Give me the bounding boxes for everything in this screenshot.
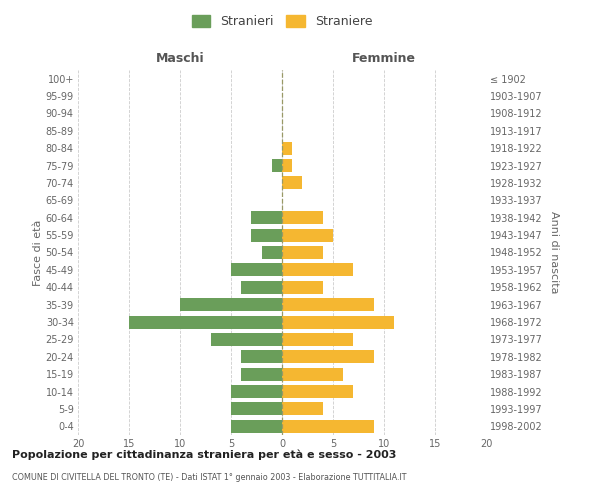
Text: COMUNE DI CIVITELLA DEL TRONTO (TE) - Dati ISTAT 1° gennaio 2003 - Elaborazione : COMUNE DI CIVITELLA DEL TRONTO (TE) - Da… (12, 472, 407, 482)
Bar (282, 176, 302, 190)
Bar (241, 280, 282, 294)
Bar (231, 420, 282, 433)
Bar (282, 350, 374, 364)
Bar (282, 420, 374, 433)
Bar (282, 280, 323, 294)
Bar (231, 264, 282, 276)
Text: Femmine: Femmine (352, 52, 416, 65)
Bar (241, 368, 282, 380)
Bar (241, 350, 282, 364)
Bar (262, 246, 282, 259)
Bar (282, 228, 333, 241)
Bar (251, 228, 282, 241)
Y-axis label: Anni di nascita: Anni di nascita (548, 211, 559, 294)
Text: Maschi: Maschi (155, 52, 205, 65)
Bar (180, 298, 282, 311)
Bar (282, 159, 292, 172)
Bar (282, 333, 353, 346)
Bar (282, 211, 323, 224)
Bar (129, 316, 282, 328)
Bar (282, 142, 292, 154)
Legend: Stranieri, Straniere: Stranieri, Straniere (188, 11, 376, 32)
Bar (211, 333, 282, 346)
Bar (282, 368, 343, 380)
Bar (251, 211, 282, 224)
Bar (282, 385, 353, 398)
Bar (282, 298, 374, 311)
Bar (282, 402, 323, 415)
Bar (282, 264, 353, 276)
Bar (231, 385, 282, 398)
Y-axis label: Fasce di età: Fasce di età (32, 220, 43, 286)
Bar (231, 402, 282, 415)
Bar (272, 159, 282, 172)
Bar (282, 316, 394, 328)
Bar (282, 246, 323, 259)
Text: Popolazione per cittadinanza straniera per età e sesso - 2003: Popolazione per cittadinanza straniera p… (12, 450, 397, 460)
